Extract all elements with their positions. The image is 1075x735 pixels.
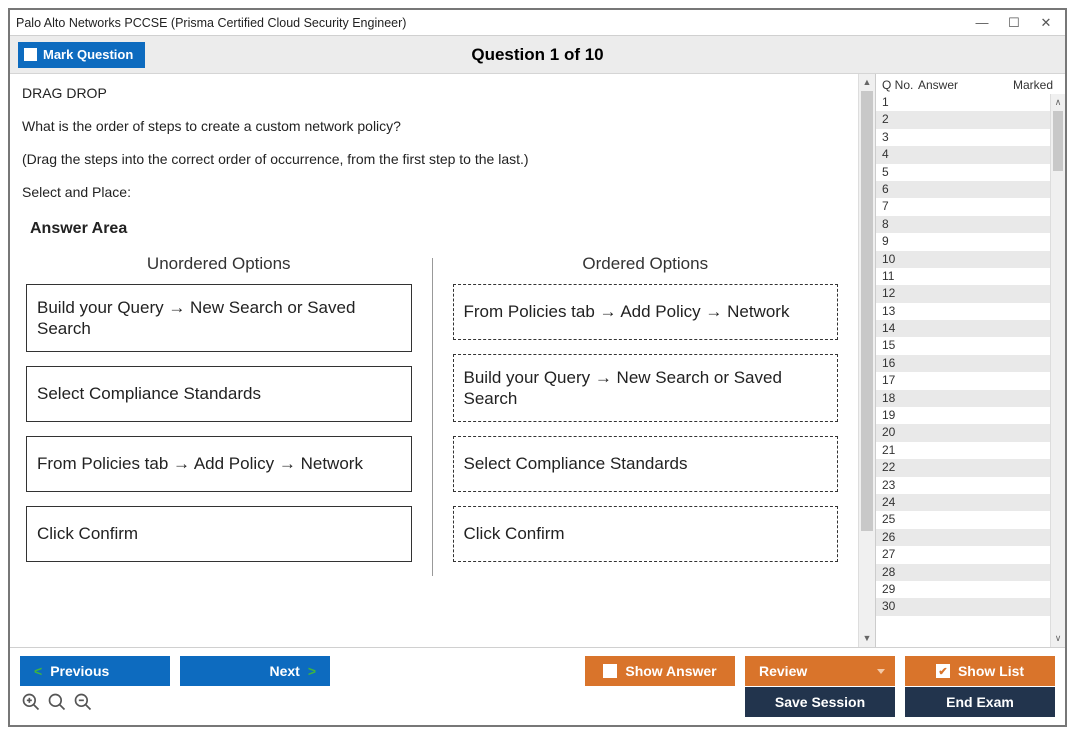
question-list-row[interactable]: 6 xyxy=(876,181,1050,198)
mark-question-label: Mark Question xyxy=(43,47,133,62)
question-list-pane: Q No. Answer Marked 12345678910111213141… xyxy=(875,74,1065,647)
scroll-down-icon[interactable]: ∨ xyxy=(1051,630,1065,647)
select-and-place: Select and Place: xyxy=(22,183,842,202)
question-list-row[interactable]: 23 xyxy=(876,477,1050,494)
unordered-item[interactable]: Click Confirm xyxy=(26,506,412,562)
review-label: Review xyxy=(759,663,807,679)
previous-button[interactable]: < Previous xyxy=(20,656,170,686)
save-session-label: Save Session xyxy=(775,694,865,710)
question-list-row[interactable]: 13 xyxy=(876,303,1050,320)
question-counter: Question 1 of 10 xyxy=(471,45,603,65)
question-prompt: What is the order of steps to create a c… xyxy=(22,117,842,136)
footer: < Previous Next > Show Answer Review ✔ xyxy=(10,647,1065,725)
checkbox-icon xyxy=(603,664,617,678)
col-marked: Marked xyxy=(1013,78,1063,92)
question-list-row[interactable]: 3 xyxy=(876,129,1050,146)
list-scrollbar[interactable]: ∧ ∨ xyxy=(1050,94,1065,647)
zoom-out-icon[interactable] xyxy=(72,691,94,713)
zoom-icon[interactable] xyxy=(46,691,68,713)
question-list-row[interactable]: 27 xyxy=(876,546,1050,563)
question-instruction: (Drag the steps into the correct order o… xyxy=(22,150,842,169)
question-list-row[interactable]: 15 xyxy=(876,337,1050,354)
question-list-row[interactable]: 12 xyxy=(876,285,1050,302)
checkbox-icon xyxy=(24,48,37,61)
question-list-row[interactable]: 24 xyxy=(876,494,1050,511)
question-list-row[interactable]: 2 xyxy=(876,111,1050,128)
question-list-row[interactable]: 17 xyxy=(876,372,1050,389)
show-answer-label: Show Answer xyxy=(625,663,716,679)
window-title: Palo Alto Networks PCCSE (Prisma Certifi… xyxy=(16,16,975,30)
scroll-up-icon[interactable]: ∧ xyxy=(1051,94,1065,111)
toolbar: Mark Question Question 1 of 10 xyxy=(10,36,1065,74)
question-scrollbar[interactable]: ▲ ▼ xyxy=(858,74,875,647)
maximize-icon[interactable]: ☐ xyxy=(1007,15,1021,31)
next-label: Next xyxy=(269,663,299,679)
show-list-label: Show List xyxy=(958,663,1024,679)
close-icon[interactable]: ✕ xyxy=(1039,15,1053,31)
col-qno: Q No. xyxy=(878,78,918,92)
scroll-thumb[interactable] xyxy=(1053,111,1063,171)
question-list-row[interactable]: 29 xyxy=(876,581,1050,598)
review-button[interactable]: Review xyxy=(745,656,895,686)
question-type: DRAG DROP xyxy=(22,84,842,103)
question-list-row[interactable]: 11 xyxy=(876,268,1050,285)
previous-label: Previous xyxy=(50,663,109,679)
question-list-row[interactable]: 4 xyxy=(876,146,1050,163)
end-exam-label: End Exam xyxy=(946,694,1014,710)
unordered-item[interactable]: From Policies tab → Add Policy → Network xyxy=(26,436,412,492)
question-list-row[interactable]: 10 xyxy=(876,251,1050,268)
question-list-row[interactable]: 14 xyxy=(876,320,1050,337)
answer-area-heading: Answer Area xyxy=(30,220,842,238)
chevron-right-icon: > xyxy=(308,663,316,679)
mark-question-button[interactable]: Mark Question xyxy=(18,42,145,68)
column-divider xyxy=(432,258,433,577)
ordered-item[interactable]: From Policies tab → Add Policy → Network xyxy=(453,284,839,340)
ordered-item[interactable]: Click Confirm xyxy=(453,506,839,562)
end-exam-button[interactable]: End Exam xyxy=(905,687,1055,717)
checkbox-checked-icon: ✔ xyxy=(936,664,950,678)
question-list-row[interactable]: 28 xyxy=(876,564,1050,581)
ordered-column: Ordered Options From Policies tab → Add … xyxy=(453,248,839,577)
col-answer: Answer xyxy=(918,78,1013,92)
ordered-item[interactable]: Select Compliance Standards xyxy=(453,436,839,492)
question-list-row[interactable]: 1 xyxy=(876,94,1050,111)
show-list-button[interactable]: ✔ Show List xyxy=(905,656,1055,686)
next-button[interactable]: Next > xyxy=(180,656,330,686)
question-list-row[interactable]: 16 xyxy=(876,355,1050,372)
question-list[interactable]: 1234567891011121314151617181920212223242… xyxy=(876,94,1050,647)
question-list-row[interactable]: 8 xyxy=(876,216,1050,233)
question-list-row[interactable]: 26 xyxy=(876,529,1050,546)
ordered-item[interactable]: Build your Query → New Search or Saved S… xyxy=(453,354,839,423)
show-answer-button[interactable]: Show Answer xyxy=(585,656,735,686)
app-window: Palo Alto Networks PCCSE (Prisma Certifi… xyxy=(8,8,1067,727)
question-list-header: Q No. Answer Marked xyxy=(876,74,1065,94)
titlebar: Palo Alto Networks PCCSE (Prisma Certifi… xyxy=(10,10,1065,36)
question-list-row[interactable]: 25 xyxy=(876,511,1050,528)
question-list-row[interactable]: 9 xyxy=(876,233,1050,250)
question-list-row[interactable]: 21 xyxy=(876,442,1050,459)
scroll-up-icon[interactable]: ▲ xyxy=(859,74,875,91)
save-session-button[interactable]: Save Session xyxy=(745,687,895,717)
unordered-column: Unordered Options Build your Query → New… xyxy=(26,248,412,577)
question-list-row[interactable]: 22 xyxy=(876,459,1050,476)
unordered-heading: Unordered Options xyxy=(26,248,412,284)
question-list-row[interactable]: 5 xyxy=(876,164,1050,181)
unordered-item[interactable]: Build your Query → New Search or Saved S… xyxy=(26,284,412,353)
question-list-row[interactable]: 30 xyxy=(876,598,1050,615)
unordered-item[interactable]: Select Compliance Standards xyxy=(26,366,412,422)
zoom-in-icon[interactable] xyxy=(20,691,42,713)
question-pane: DRAG DROP What is the order of steps to … xyxy=(10,74,875,647)
scroll-thumb[interactable] xyxy=(861,91,873,531)
scroll-down-icon[interactable]: ▼ xyxy=(859,630,875,647)
minimize-icon[interactable]: — xyxy=(975,15,989,31)
question-list-row[interactable]: 18 xyxy=(876,390,1050,407)
ordered-heading: Ordered Options xyxy=(453,248,839,284)
question-list-row[interactable]: 20 xyxy=(876,424,1050,441)
question-list-row[interactable]: 7 xyxy=(876,198,1050,215)
chevron-left-icon: < xyxy=(34,663,42,679)
question-list-row[interactable]: 19 xyxy=(876,407,1050,424)
